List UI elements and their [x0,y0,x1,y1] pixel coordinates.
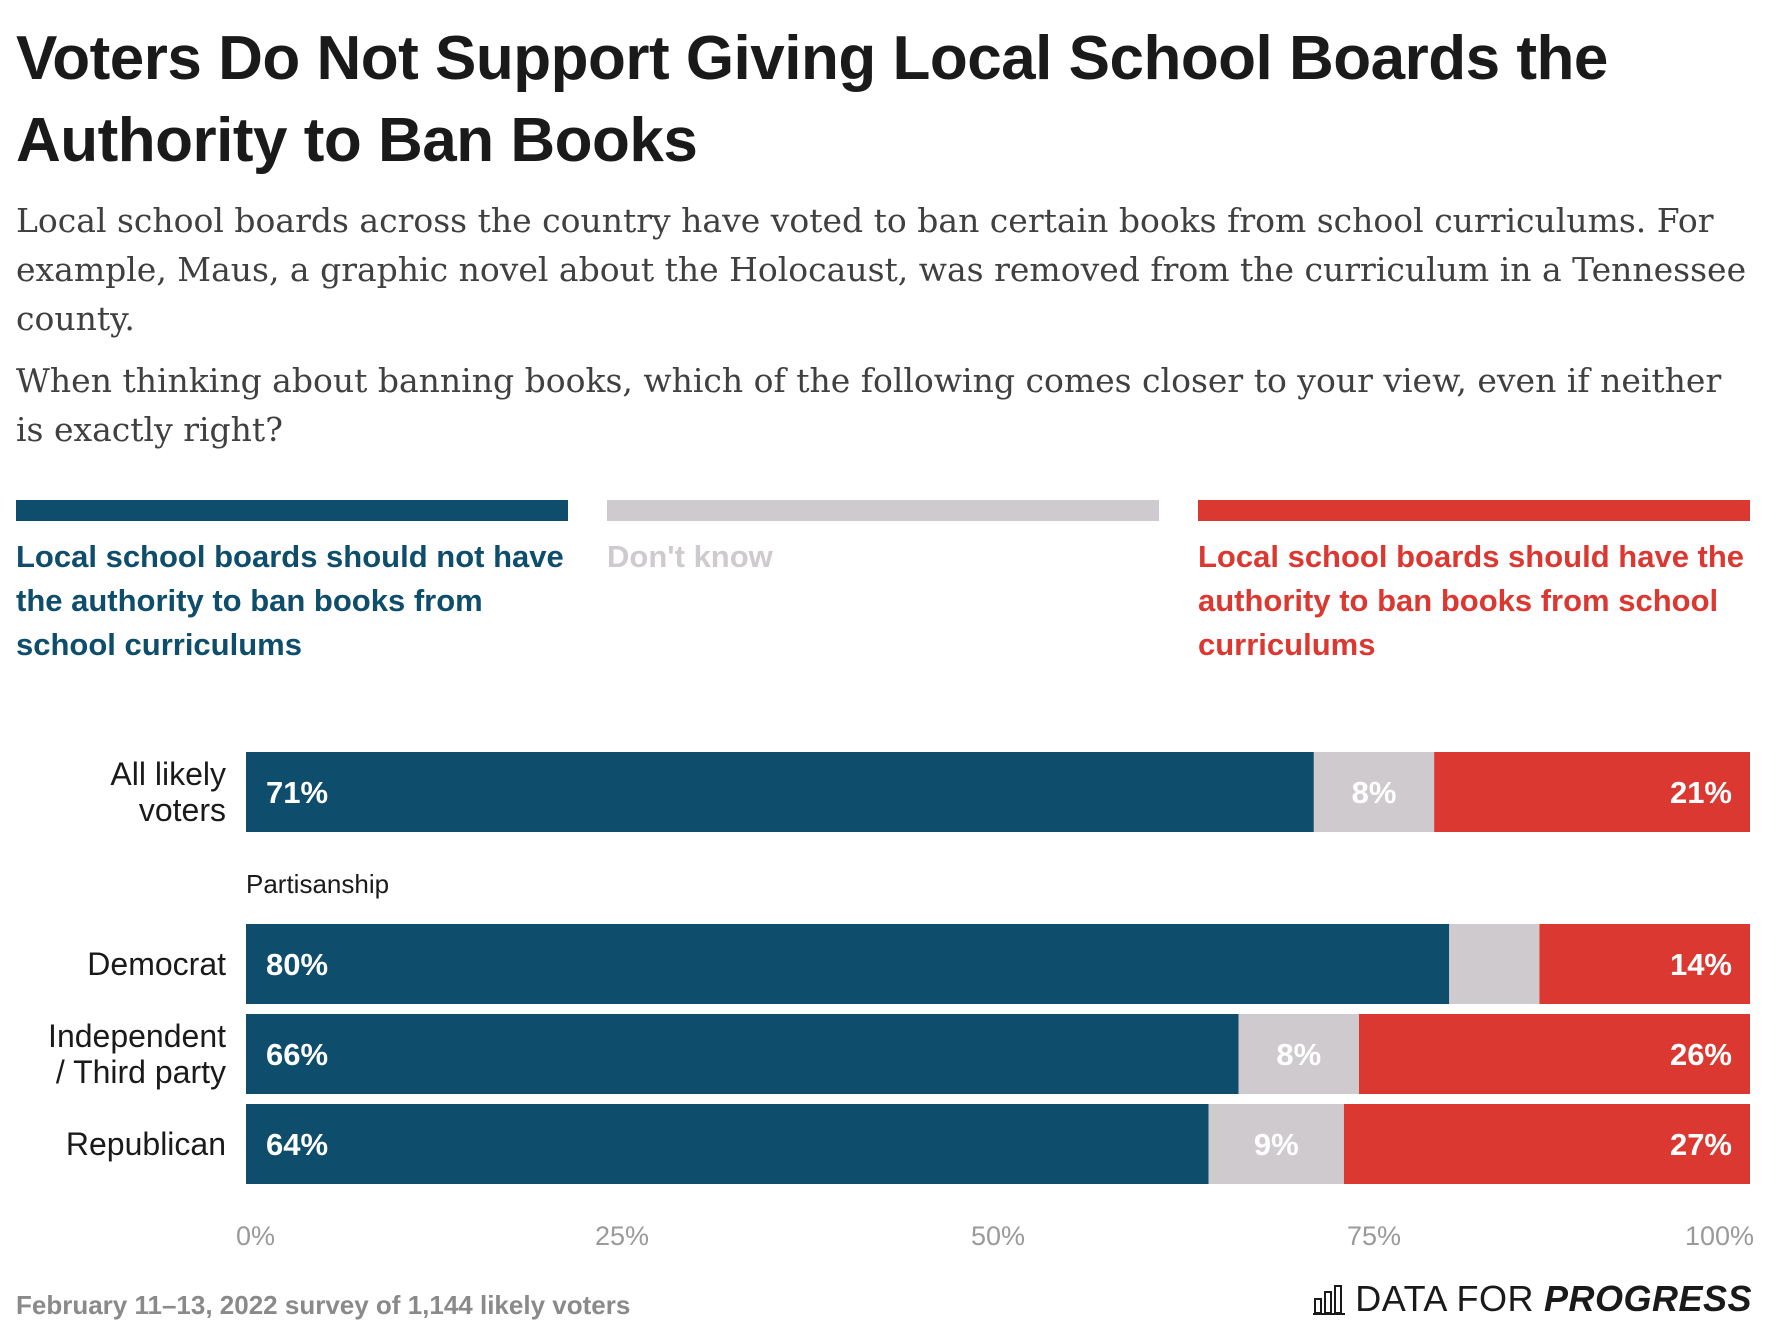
legend-swatch-support [1198,500,1750,521]
logo-text-data-for: DATA FOR [1355,1278,1534,1319]
data-label-republican-dont-know: 9% [1254,1127,1299,1162]
legend-label-dont-know: Don't know [607,539,773,574]
bar-independent-third-party-support [1358,1014,1750,1094]
x-tick-label-100: 100% [1685,1221,1754,1251]
bar-democrat-dont-know [1449,924,1540,1004]
legend-item-oppose: Local school boards should not have the … [16,500,568,667]
chart-title: Voters Do Not Support Giving Local Schoo… [16,24,1608,175]
x-tick-label-50: 50% [971,1221,1025,1251]
chart-description: Local school boards across the country h… [16,201,1747,338]
legend-item-dont-know: Don't know [607,500,1159,579]
category-label-all-likely-voters-line-2: voters [139,792,226,828]
legend-label-oppose: Local school boards should not have the … [16,539,564,662]
data-label-republican-support: 27% [1670,1127,1732,1162]
x-tick-label-75: 75% [1347,1221,1401,1251]
category-label-all-likely-voters-line-1: All likely [110,756,226,792]
bar-all-likely-voters-dont-know [1313,752,1435,832]
legend-item-support: Local school boards should have the auth… [1198,500,1750,667]
data-label-independent-third-party-support: 26% [1670,1037,1732,1072]
bar-independent-third-party-oppose [246,1014,1239,1094]
legend-swatch-dont-know [607,500,1159,521]
x-tick-label-0: 0% [236,1221,275,1251]
bar-all-likely-voters-oppose [246,752,1314,832]
group-label-partisanship: Partisanship [246,869,389,899]
logo-text-progress: PROGRESS [1543,1278,1752,1319]
source-note: February 11–13, 2022 survey of 1,144 lik… [16,1290,631,1320]
category-label-republican: Republican [66,1126,226,1162]
data-label-republican-oppose: 64% [266,1127,328,1162]
category-label-independent-third-party-line-1: Independent [48,1018,226,1054]
data-label-democrat-support: 14% [1670,947,1732,982]
bar-all-likely-voters-support [1434,752,1750,832]
legend-label-support: Local school boards should have the auth… [1198,539,1745,662]
data-label-independent-third-party-oppose: 66% [266,1037,328,1072]
data-label-democrat-oppose: 80% [266,947,328,982]
bar-independent-third-party-dont-know [1238,1014,1359,1094]
bar-democrat-oppose [246,924,1450,1004]
category-label-independent-third-party-line-2: / Third party [56,1054,226,1090]
category-label-democrat: Democrat [87,946,226,982]
data-label-independent-third-party-dont-know: 8% [1276,1037,1321,1072]
brand-logo: DATA FOR PROGRESS [1313,1278,1752,1320]
legend-swatch-oppose [16,500,568,521]
survey-question: When thinking about banning books, which… [16,361,1722,449]
data-label-all-likely-voters-dont-know: 8% [1352,775,1397,810]
x-tick-label-25: 25% [595,1221,649,1251]
data-label-all-likely-voters-support: 21% [1670,775,1732,810]
bar-chart-icon [1313,1285,1346,1315]
bar-republican-dont-know [1208,1104,1344,1184]
bar-republican-oppose [246,1104,1209,1184]
bar-republican-support [1343,1104,1750,1184]
bar-democrat-support [1539,924,1750,1004]
data-label-all-likely-voters-oppose: 71% [266,775,328,810]
